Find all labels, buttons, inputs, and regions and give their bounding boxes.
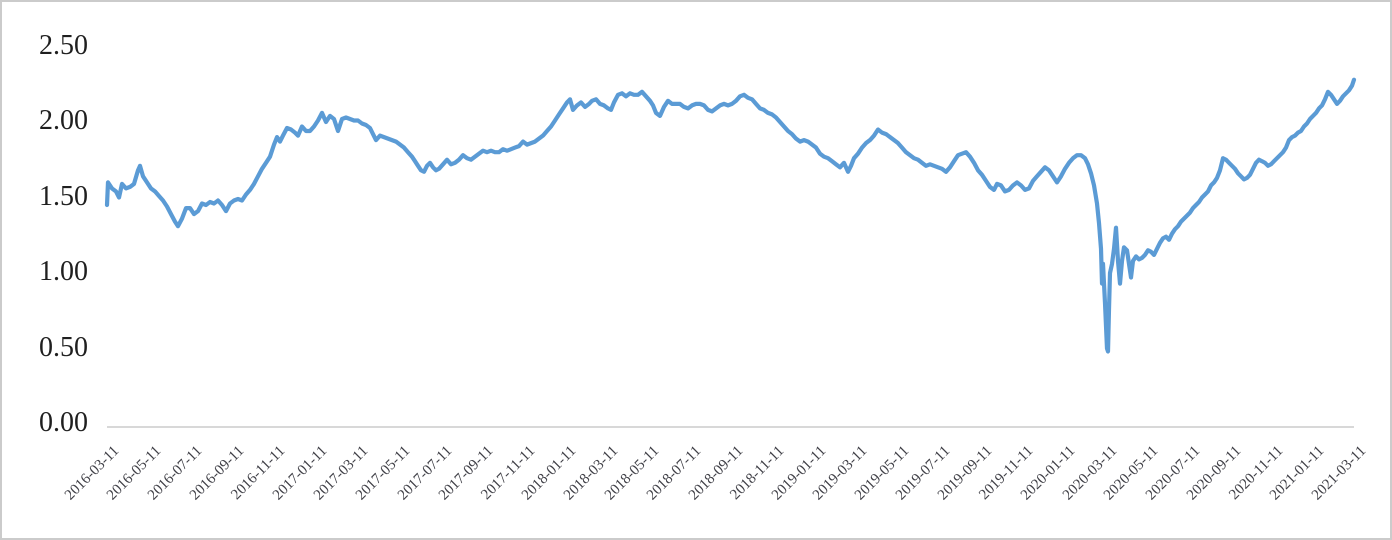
y-tick-label: 2.50 [39,29,88,61]
y-tick-label: 1.50 [39,180,88,212]
y-tick-label: 2.00 [39,105,88,136]
y-tick-label: 0.50 [39,331,88,363]
y-tick-label: 0.00 [39,407,88,438]
series-line [104,77,1357,354]
x-axis-line [107,426,1354,428]
y-tick-label: 1.00 [39,256,88,287]
